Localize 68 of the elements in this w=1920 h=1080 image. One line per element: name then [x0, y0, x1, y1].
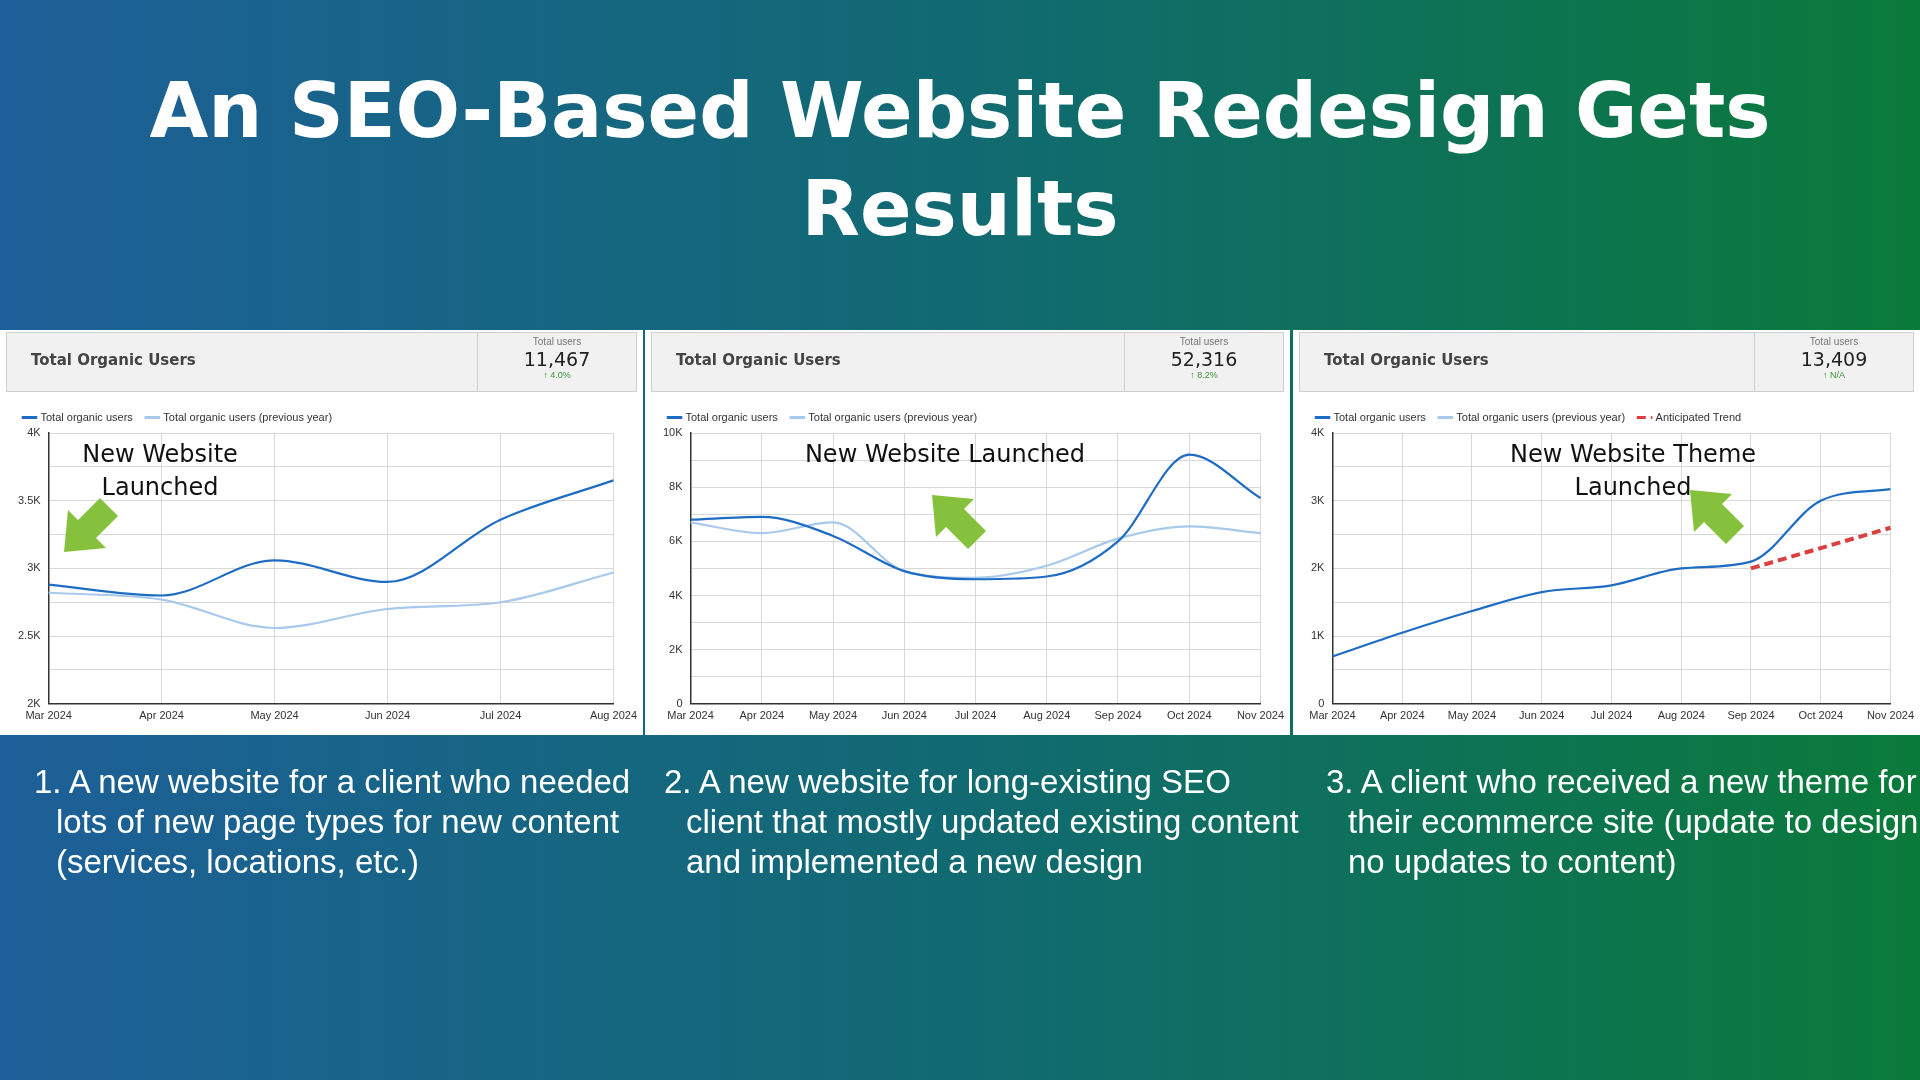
text: Total users — [1178, 336, 1230, 347]
x-tick-label: Aug 2024 — [1023, 709, 1071, 722]
text: 3. A client who received a new theme for their ecommerce site (update to design, no updates to content) — [1326, 762, 1920, 882]
chart-subtitle: Total Organic Users — [1324, 351, 1489, 369]
text: Total users — [1808, 336, 1860, 347]
x-tick-label: Mar 2024 — [1309, 709, 1356, 722]
text: 11,467 — [522, 348, 592, 370]
y-tick-label: 10K — [662, 426, 684, 439]
y-tick-label: 2.5K — [17, 629, 42, 642]
x-tick-label: Nov 2024 — [1866, 709, 1914, 722]
y-tick-label: 4K — [1310, 426, 1326, 439]
legend-label: Total organic users (previous year) — [163, 410, 333, 423]
x-tick-label: Jun 2024 — [1519, 709, 1565, 722]
line-series — [47, 571, 615, 630]
annotation: New Website Launched — [803, 439, 1087, 470]
y-tick-label: 2K — [669, 642, 684, 655]
x-tick-label: Jul 2024 — [479, 709, 522, 722]
x-tick-label: Apr 2024 — [739, 709, 785, 722]
y-tick-label: 1K — [1310, 629, 1326, 642]
x-tick-label: May 2024 — [808, 709, 858, 722]
x-tick-label: Oct 2024 — [1166, 709, 1212, 722]
chart-subtitle: Total Organic Users — [676, 351, 841, 369]
annotation: New Website Theme Launched — [1508, 439, 1758, 503]
annotation: New Website Launched — [81, 439, 239, 503]
text: ↑ 8.2% — [1189, 370, 1219, 380]
y-tick-label: 3.5K — [17, 493, 42, 506]
legend-label: Total organic users — [685, 410, 779, 423]
text: ↑ 4.0% — [542, 370, 572, 380]
x-tick-label: Jul 2024 — [954, 709, 997, 722]
x-tick-label: Aug 2024 — [1657, 709, 1705, 722]
legend-label: Total organic users — [1333, 410, 1427, 423]
x-tick-label: Oct 2024 — [1798, 709, 1844, 722]
x-tick-label: Jun 2024 — [881, 709, 927, 722]
legend-label: Total organic users — [40, 410, 134, 423]
x-tick-label: Mar 2024 — [667, 709, 714, 722]
x-tick-label: Aug 2024 — [589, 709, 638, 722]
x-tick-label: Apr 2024 — [1379, 709, 1425, 722]
text: Total users — [531, 336, 583, 347]
legend-label: Total organic users (previous year) — [1456, 410, 1626, 423]
y-tick-label: 2K — [1310, 561, 1326, 574]
y-tick-label: 2K — [27, 696, 42, 709]
x-tick-label: Sep 2024 — [1094, 709, 1142, 722]
line-series — [689, 521, 1262, 579]
text: 2. A new website for long-existing SEO client that mostly updated existing content and implemented a new design — [664, 762, 1300, 882]
y-tick-label: 0 — [1318, 696, 1325, 709]
y-tick-label: 4K — [27, 426, 42, 439]
y-tick-label: 4K — [669, 588, 684, 601]
text: ↑ N/A — [1822, 370, 1846, 380]
text: 1. A new website for a client who needed lots of new page types for new content (services, locations, etc.) — [34, 762, 632, 882]
x-tick-label: Nov 2024 — [1236, 709, 1284, 722]
x-tick-label: May 2024 — [1447, 709, 1497, 722]
chart-subtitle: Total Organic Users — [31, 351, 196, 369]
text: 13,409 — [1799, 348, 1869, 370]
y-tick-label: 3K — [27, 561, 42, 574]
y-tick-label: 0 — [676, 696, 683, 709]
x-tick-label: Apr 2024 — [139, 709, 184, 722]
x-tick-label: Jul 2024 — [1590, 709, 1633, 722]
x-tick-label: Jun 2024 — [364, 709, 411, 722]
text: An SEO-Based Website Redesign Gets Results — [148, 65, 1772, 255]
y-tick-label: 3K — [1310, 493, 1326, 506]
legend-label: Total organic users (previous year) — [808, 410, 978, 423]
x-tick-label: Mar 2024 — [25, 709, 72, 722]
x-tick-label: May 2024 — [250, 709, 299, 722]
legend-label: Anticipated Trend — [1655, 410, 1742, 423]
text: 52,316 — [1169, 348, 1239, 370]
y-tick-label: 6K — [669, 534, 684, 547]
y-tick-label: 8K — [669, 480, 684, 493]
x-tick-label: Sep 2024 — [1727, 709, 1775, 722]
